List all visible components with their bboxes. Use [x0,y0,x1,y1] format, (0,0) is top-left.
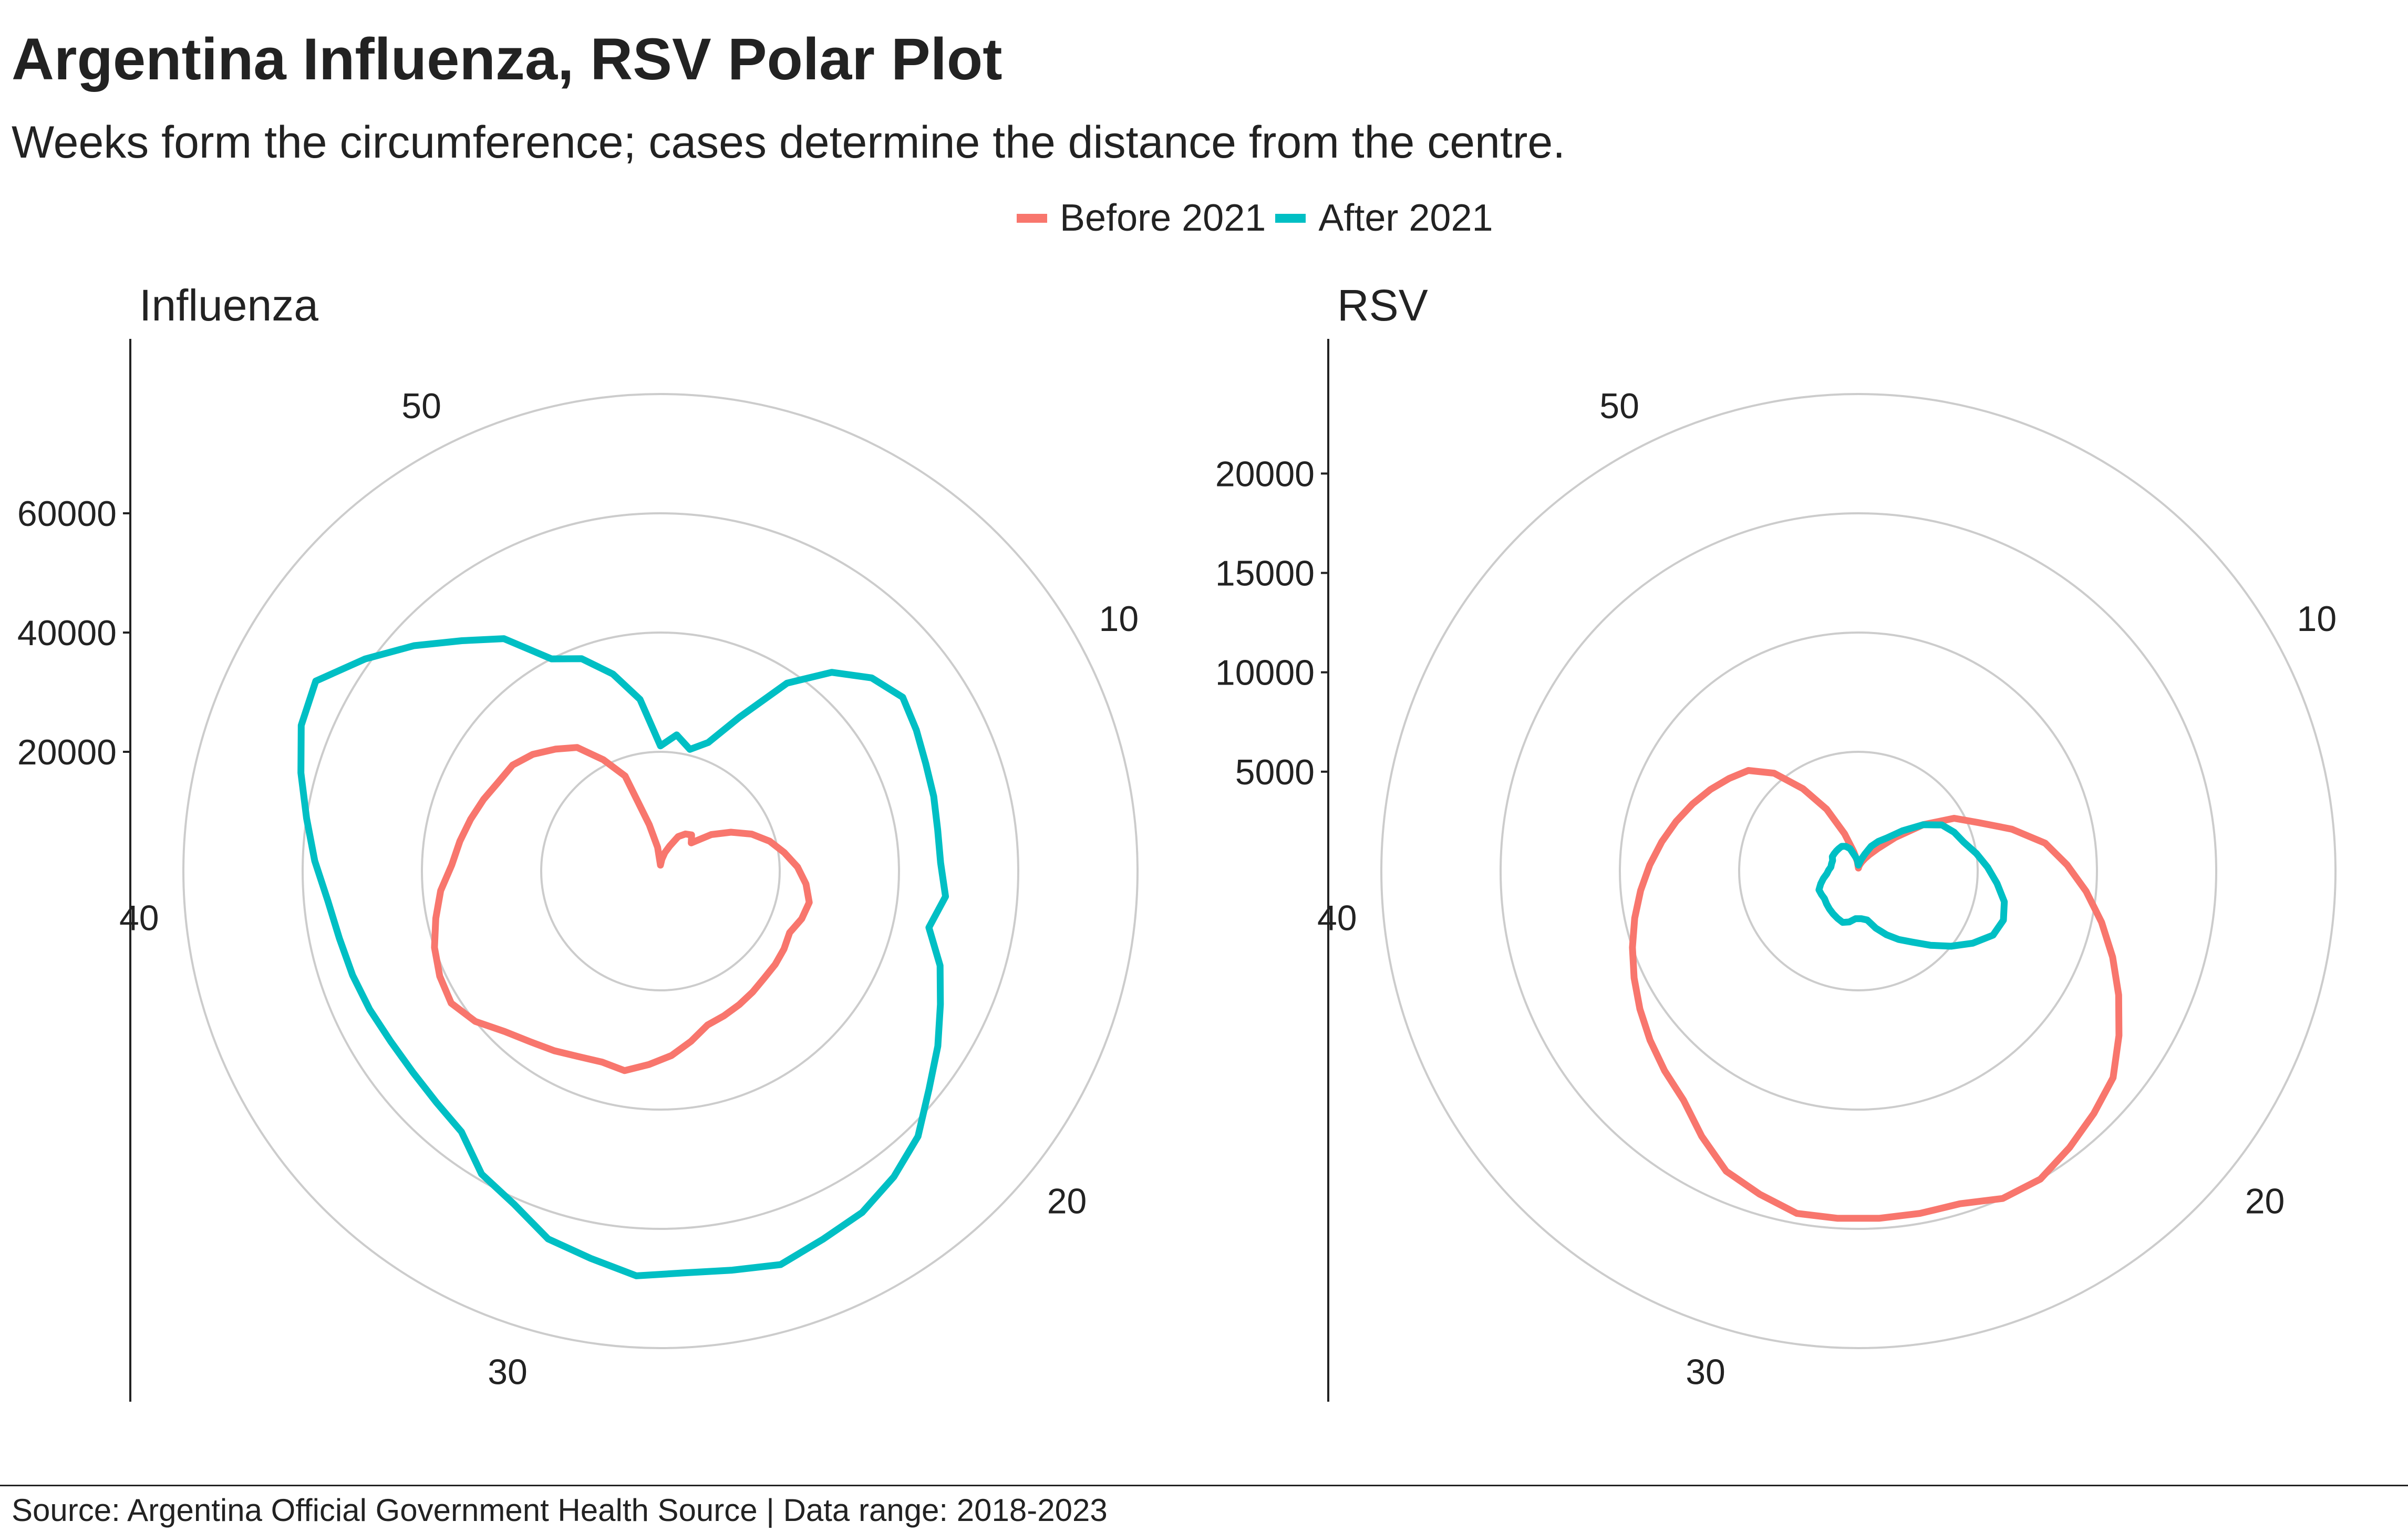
rsv-radial-tick-label: 15000 [1215,554,1315,594]
rsv-grid-circle [1380,393,2337,1349]
influenza-series-before-line [431,744,813,1074]
influenza-radial-tick-label: 20000 [17,732,117,772]
rsv-panel: RSV 5000 10000 15000 20000 10 20 30 40 50 [1215,281,2337,1402]
influenza-series-after-line [297,635,949,1279]
influenza-grid-circle [182,393,1139,1349]
influenza-radial-tick-label: 60000 [17,494,117,534]
influenza-week-tick-label: 40 [119,898,159,938]
influenza-week-tick-label: 30 [488,1352,528,1392]
influenza-grid [182,393,1139,1349]
rsv-series-before-line [1629,767,2123,1222]
influenza-week-tick-label: 10 [1099,599,1139,639]
legend-item-after: After 2021 [1275,196,1493,240]
influenza-grid-circle [302,512,1019,1230]
influenza-series [297,635,949,1279]
legend-item-before: Before 2021 [1017,196,1266,240]
rsv-week-tick-label: 20 [2245,1182,2285,1222]
influenza-panel: Influenza 20000 40000 60000 10 20 30 40 50 [17,281,1139,1402]
rsv-week-tick-label: 50 [1599,386,1639,426]
rsv-panel-title: RSV [1337,281,1428,330]
rsv-grid-circle [1738,751,1979,991]
rsv-grid-circle [1500,512,2217,1230]
legend-label-before: Before 2021 [1060,197,1266,239]
footer-rule [0,1485,2408,1486]
rsv-radial-tick-label: 10000 [1215,653,1315,693]
rsv-radial-ticks: 5000 10000 15000 20000 [1215,454,1328,792]
influenza-radial-ticks: 20000 40000 60000 [17,494,130,772]
influenza-radial-tick-label: 40000 [17,613,117,653]
legend-label-after: After 2021 [1318,197,1493,239]
rsv-series [1629,767,2123,1222]
influenza-grid-circle [540,751,781,991]
rsv-grid [1380,393,2337,1349]
legend-swatch-after [1275,213,1306,223]
rsv-grid-circle [1619,632,2098,1111]
influenza-panel-title: Influenza [139,281,318,330]
chart-title: Argentina Influenza, RSV Polar Plot [12,26,1003,92]
influenza-week-tick-label: 20 [1047,1182,1087,1222]
rsv-week-tick-label: 10 [2297,599,2337,639]
rsv-week-tick-label: 30 [1686,1352,1725,1392]
rsv-radial-tick-label: 20000 [1215,454,1315,494]
influenza-week-tick-label: 50 [401,386,441,426]
rsv-series-after-line [1815,821,2008,950]
source-note: Source: Argentina Official Government He… [12,1493,1108,1528]
rsv-week-tick-label: 40 [1317,898,1357,938]
rsv-radial-tick-label: 5000 [1235,752,1315,792]
influenza-week-ticks: 10 20 30 40 50 [119,386,1139,1392]
chart-subtitle: Weeks form the circumference; cases dete… [12,117,1566,168]
legend-swatch-before [1017,213,1047,223]
influenza-grid-circle [421,632,900,1111]
legend: Before 2021 After 2021 [1017,194,1503,242]
rsv-week-ticks: 10 20 30 40 50 [1317,386,2337,1392]
